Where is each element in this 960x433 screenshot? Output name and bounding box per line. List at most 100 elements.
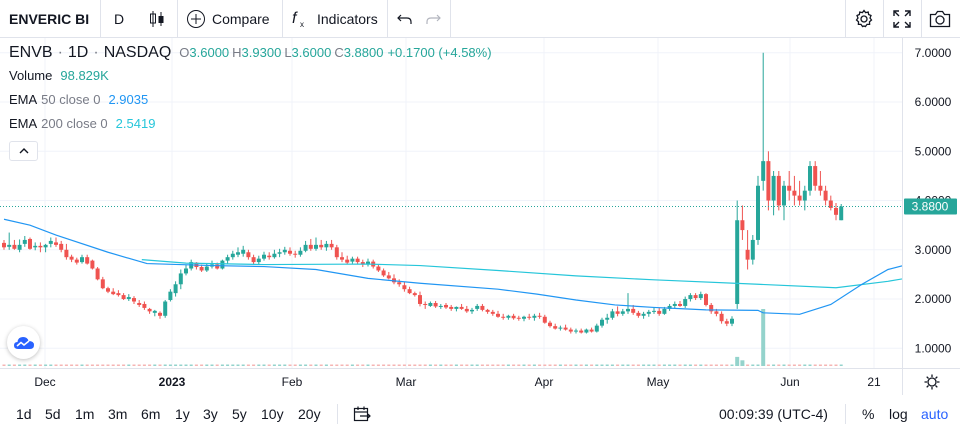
volume-bar	[616, 364, 620, 366]
interval-button[interactable]: D	[101, 0, 137, 38]
axis-settings-button[interactable]	[902, 368, 960, 395]
tradingview-logo[interactable]	[7, 326, 40, 359]
volume-bar	[730, 364, 734, 366]
price-tick-label: 3.0000	[915, 243, 952, 257]
volume-bar	[413, 364, 417, 366]
candle-body	[69, 256, 74, 260]
candle-body	[615, 311, 620, 314]
range-1m[interactable]: 1m	[75, 406, 95, 422]
range-5d[interactable]: 5d	[45, 406, 61, 422]
range-10y[interactable]: 10y	[261, 406, 284, 422]
candle-body	[636, 312, 641, 316]
volume-bar	[792, 364, 796, 366]
candle-body	[787, 185, 792, 191]
candle-body	[594, 325, 599, 332]
range-1d[interactable]: 1d	[16, 406, 32, 422]
candles-icon	[150, 11, 164, 27]
volume-bar	[569, 364, 573, 366]
candle-body	[350, 258, 355, 262]
volume-bar	[33, 364, 37, 366]
price-chart[interactable]	[0, 38, 941, 368]
volume-bar	[626, 364, 630, 366]
candle-body	[501, 316, 506, 318]
volume-bar	[200, 364, 204, 366]
candle-body	[527, 316, 532, 318]
range-20y[interactable]: 20y	[298, 406, 321, 422]
legend-high-label: H	[232, 45, 242, 60]
redo-button[interactable]	[420, 0, 446, 38]
volume-bar	[142, 364, 146, 366]
volume-bar	[314, 364, 318, 366]
volume-bar	[839, 364, 843, 366]
candle-body	[90, 260, 95, 269]
candle-body	[267, 255, 272, 258]
price-axis[interactable]: 7.00006.00005.00004.00003.00002.00001.00…	[902, 38, 960, 368]
compare-button[interactable]: Compare	[178, 0, 282, 38]
go-to-date-button[interactable]	[353, 395, 371, 433]
symbol-search-button[interactable]: ENVERIC BI	[0, 0, 100, 38]
volume-bar	[28, 364, 32, 366]
candle-body	[433, 302, 438, 307]
candle-body	[262, 254, 266, 259]
candle-body	[355, 258, 360, 263]
volume-bar	[44, 364, 48, 366]
legend-ema-200[interactable]: EMA 200 close 0 2.5419	[9, 116, 492, 140]
volume-bar	[80, 364, 84, 366]
candle-body	[470, 309, 474, 312]
candle-body	[730, 318, 734, 324]
candle-body	[808, 166, 812, 191]
camera-icon	[929, 10, 951, 28]
volume-bar	[194, 364, 198, 366]
clock-timezone[interactable]: 00:09:39 (UTC-4)	[719, 406, 828, 422]
volume-bar	[231, 364, 235, 366]
candle-body	[121, 295, 126, 300]
candle-body	[204, 266, 209, 271]
volume-bar	[366, 364, 370, 366]
log-scale-toggle[interactable]: log	[889, 406, 908, 422]
range-5y[interactable]: 5y	[232, 406, 247, 422]
candle-body	[532, 315, 537, 318]
undo-button[interactable]	[392, 0, 418, 38]
volume-bar	[278, 364, 282, 366]
chart-type-button[interactable]	[137, 0, 177, 38]
calendar-range-icon	[353, 406, 371, 422]
divider	[921, 0, 922, 38]
range-6m[interactable]: 6m	[141, 406, 161, 422]
candle-body	[230, 253, 235, 258]
ema-200-value: 2.5419	[115, 116, 156, 131]
volume-bar	[330, 364, 334, 366]
fullscreen-button[interactable]	[884, 0, 920, 38]
candle-body	[745, 249, 750, 260]
legend-change: +0.1700 (+4.58%)	[387, 45, 492, 60]
settings-button[interactable]	[846, 0, 882, 38]
candle-body	[28, 238, 32, 249]
legend-ema-50[interactable]: EMA 50 close 0 2.9035	[9, 92, 492, 116]
candle-body	[137, 302, 142, 305]
collapse-legend-button[interactable]	[9, 141, 38, 161]
candle-body	[537, 315, 542, 317]
candle-body	[558, 327, 563, 329]
volume-bar	[538, 364, 542, 366]
volume-bar	[584, 364, 588, 366]
candle-body	[542, 316, 547, 323]
candles	[2, 52, 844, 334]
range-3m[interactable]: 3m	[108, 406, 128, 422]
percent-scale-toggle[interactable]: %	[862, 406, 875, 422]
range-3y[interactable]: 3y	[203, 406, 218, 422]
candle-body	[771, 175, 776, 201]
volume-bar	[579, 364, 583, 366]
candle-body	[100, 279, 105, 289]
legend-ticker[interactable]: ENVB	[9, 44, 53, 61]
time-axis[interactable]: Dec 2023 Feb Mar Apr May Jun 21	[0, 368, 902, 395]
range-1y[interactable]: 1y	[175, 406, 190, 422]
compare-label: Compare	[212, 11, 270, 27]
candle-body	[272, 253, 277, 258]
chart-pane[interactable]	[0, 38, 941, 368]
volume-bar	[610, 364, 614, 366]
legend-volume[interactable]: Volume 98.829K	[9, 68, 492, 92]
candle-body	[241, 249, 246, 254]
screenshot-button[interactable]	[922, 0, 958, 38]
volume-bar	[272, 364, 276, 366]
auto-scale-toggle[interactable]: auto	[921, 406, 949, 422]
